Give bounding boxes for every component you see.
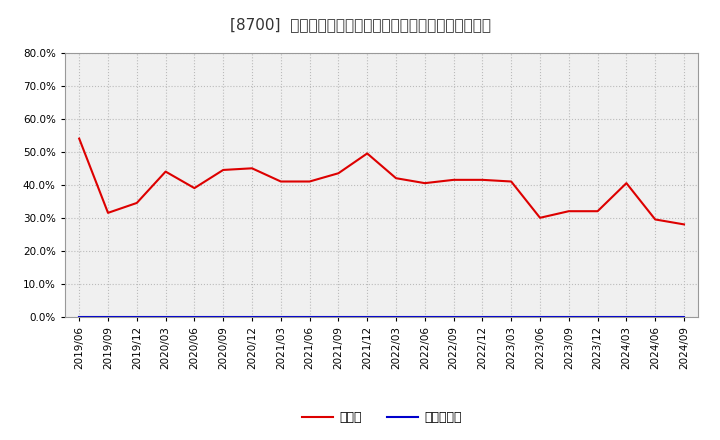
有利子負債: [651, 314, 660, 319]
Line: 現頲金: 現頲金: [79, 139, 684, 224]
現頲金: [507, 179, 516, 184]
有利子負債: [248, 314, 256, 319]
有利子負債: [593, 314, 602, 319]
有利子負債: [161, 314, 170, 319]
有利子負債: [219, 314, 228, 319]
現頲金: [680, 222, 688, 227]
現頲金: [104, 210, 112, 216]
現頲金: [190, 186, 199, 191]
現頲金: [478, 177, 487, 183]
有利子負債: [276, 314, 285, 319]
現頲金: [392, 176, 400, 181]
有利子負債: [622, 314, 631, 319]
Text: [8700]  現頲金、有利子負債の総資産に対する比率の推移: [8700] 現頲金、有利子負債の総資産に対する比率の推移: [230, 18, 490, 33]
現頲金: [305, 179, 314, 184]
現頲金: [248, 165, 256, 171]
現頲金: [132, 200, 141, 205]
有利子負債: [507, 314, 516, 319]
現頲金: [593, 209, 602, 214]
現頲金: [564, 209, 573, 214]
有利子負債: [564, 314, 573, 319]
有利子負債: [363, 314, 372, 319]
有利子負債: [305, 314, 314, 319]
現頲金: [536, 215, 544, 220]
有利子負債: [334, 314, 343, 319]
現頲金: [363, 151, 372, 156]
現頲金: [420, 180, 429, 186]
有利子負債: [536, 314, 544, 319]
現頲金: [219, 167, 228, 172]
現頲金: [75, 136, 84, 141]
有利子負債: [104, 314, 112, 319]
有利子負債: [132, 314, 141, 319]
有利子負債: [75, 314, 84, 319]
現頲金: [651, 217, 660, 222]
有利子負債: [190, 314, 199, 319]
有利子負債: [449, 314, 458, 319]
現頲金: [161, 169, 170, 174]
有利子負債: [478, 314, 487, 319]
現頲金: [449, 177, 458, 183]
現頲金: [622, 180, 631, 186]
有利子負債: [680, 314, 688, 319]
現頲金: [334, 171, 343, 176]
現頲金: [276, 179, 285, 184]
有利子負債: [392, 314, 400, 319]
有利子負債: [420, 314, 429, 319]
Legend: 現頲金, 有利子負債: 現頲金, 有利子負債: [297, 407, 467, 429]
